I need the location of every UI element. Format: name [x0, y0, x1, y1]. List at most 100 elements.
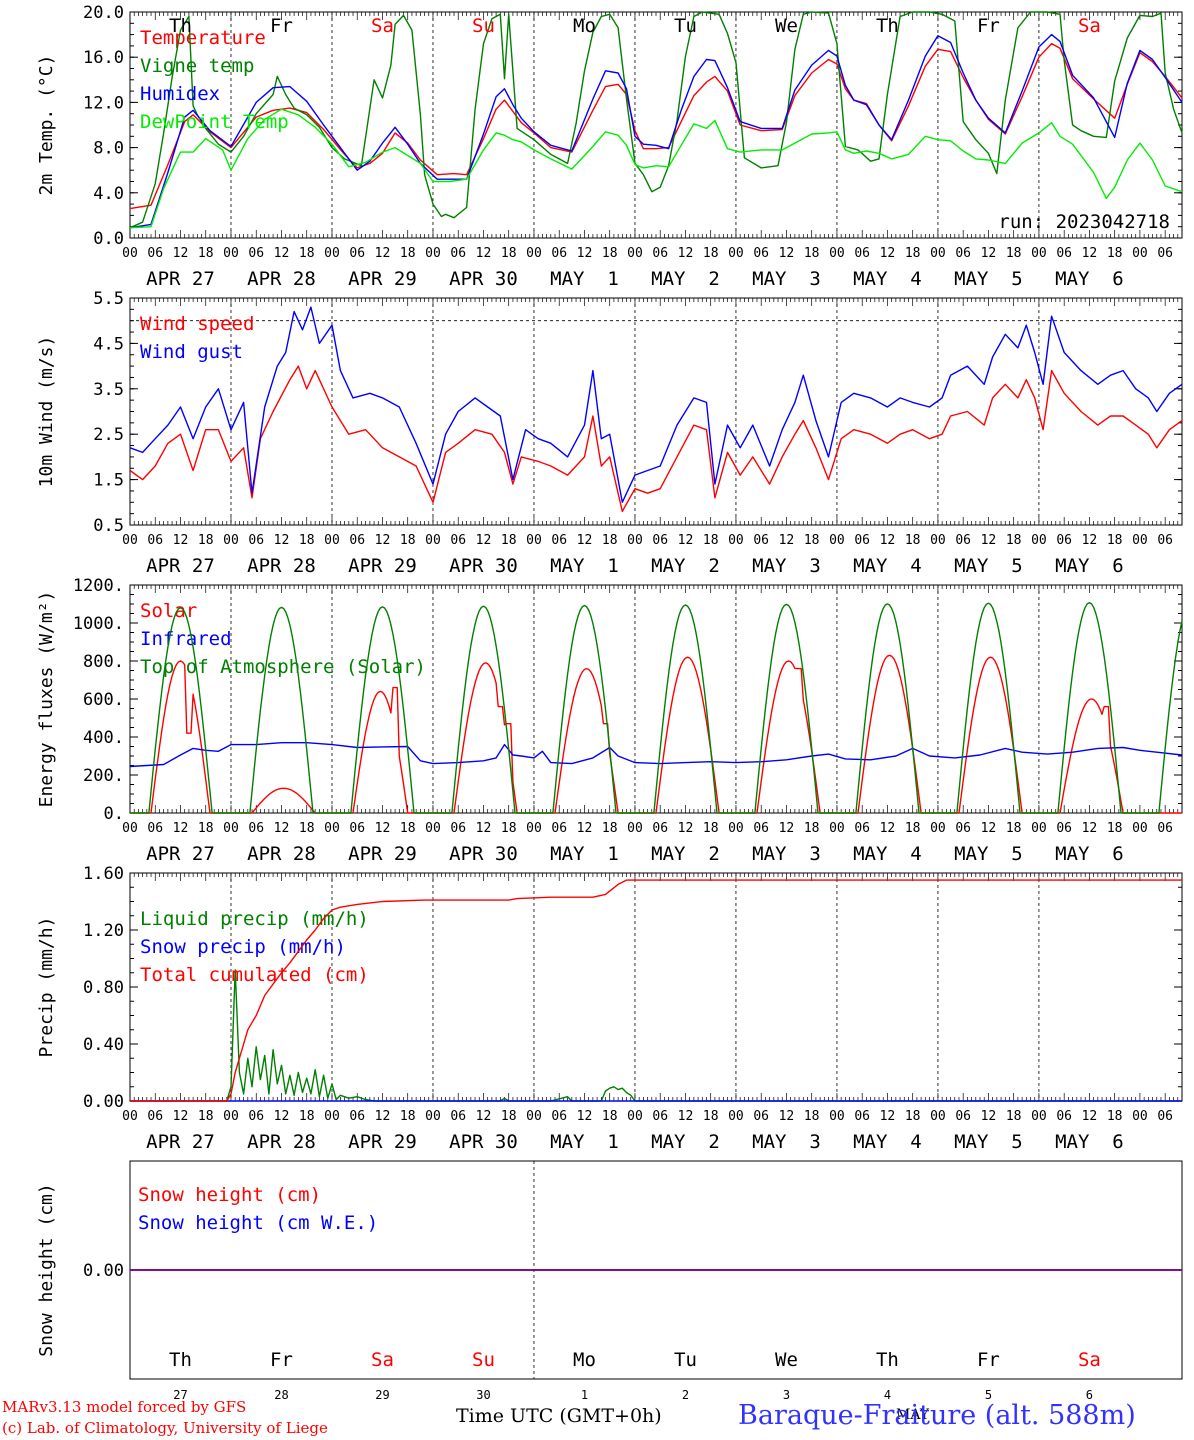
- hour-label: 06: [1056, 821, 1072, 836]
- hour-label: 00: [324, 246, 340, 261]
- legend-label: Wind gust: [140, 341, 243, 363]
- hour-label: 06: [1056, 246, 1072, 261]
- date-label: MAY 6: [1055, 843, 1124, 865]
- hour-label: 18: [1107, 1109, 1123, 1124]
- y-tick-label: 600.: [83, 690, 124, 710]
- hour-label: 00: [526, 246, 542, 261]
- hour-label: 06: [551, 1109, 567, 1124]
- hour-label: 12: [375, 821, 391, 836]
- hour-label: 18: [804, 821, 820, 836]
- hour-label: 12: [1082, 1109, 1098, 1124]
- hour-label: 12: [1082, 533, 1098, 548]
- hour-label: 00: [425, 246, 441, 261]
- y-tick-label: 8.0: [93, 139, 124, 159]
- hour-label: 18: [1107, 246, 1123, 261]
- hour-label: 00: [223, 1109, 239, 1124]
- hour-label: 06: [1157, 533, 1173, 548]
- hour-label: 12: [880, 1109, 896, 1124]
- weekday-label: Fr: [270, 1349, 293, 1371]
- hour-label: 00: [627, 533, 643, 548]
- hour-label: 18: [905, 533, 921, 548]
- hour-label: 12: [476, 821, 492, 836]
- y-tick-label: 0.5: [93, 516, 124, 536]
- series-line: [129, 11, 1183, 229]
- hour-label: 06: [349, 246, 365, 261]
- hour-label: 00: [526, 533, 542, 548]
- legend-label: Vigne temp: [140, 55, 254, 77]
- weekday-label: Tu: [674, 1349, 697, 1371]
- hour-label: 12: [375, 246, 391, 261]
- series-line: [129, 742, 1183, 768]
- hour-label: 12: [678, 1109, 694, 1124]
- hour-label: 06: [652, 1109, 668, 1124]
- hour-label: 12: [274, 1109, 290, 1124]
- hour-label: 06: [955, 1109, 971, 1124]
- hour-label: 12: [173, 246, 189, 261]
- hour-label: 06: [652, 246, 668, 261]
- hour-label: 00: [223, 533, 239, 548]
- hour-label: 06: [450, 246, 466, 261]
- month-under-label: MAY: [896, 1407, 930, 1423]
- hour-label: 06: [248, 533, 264, 548]
- date-label: MAY 1: [550, 555, 619, 577]
- weekday-label: Mo: [573, 1349, 596, 1371]
- date-label: MAY 6: [1055, 555, 1124, 577]
- hour-label: 18: [905, 246, 921, 261]
- hour-label: 18: [1107, 533, 1123, 548]
- hour-label: 00: [1132, 1109, 1148, 1124]
- hour-label: 00: [930, 533, 946, 548]
- date-label: APR 28: [247, 268, 316, 290]
- credit-line-1: MARv3.13 model forced by GFS: [2, 1398, 247, 1416]
- hour-label: 18: [501, 246, 517, 261]
- hour-label: 12: [678, 821, 694, 836]
- hour-label: 18: [198, 1109, 214, 1124]
- legend-label: Infrared: [140, 628, 232, 650]
- day-number: 5: [985, 1388, 992, 1402]
- date-label: APR 30: [449, 1131, 518, 1153]
- date-label: APR 28: [247, 555, 316, 577]
- legend-label: Solar: [140, 600, 197, 622]
- date-label: MAY 2: [651, 268, 720, 290]
- y-axis-title: 10m Wind (m/s): [36, 336, 57, 488]
- y-tick-label: 0.00: [83, 1261, 124, 1281]
- day-number: 28: [274, 1388, 288, 1402]
- hour-label: 00: [1031, 1109, 1047, 1124]
- hour-label: 06: [450, 1109, 466, 1124]
- y-tick-label: 2.5: [93, 425, 124, 445]
- y-tick-label: 200.: [83, 766, 124, 786]
- hour-label: 18: [198, 246, 214, 261]
- date-label: APR 27: [146, 843, 215, 865]
- day-number: 29: [375, 1388, 389, 1402]
- weekday-label: Su: [472, 15, 495, 37]
- hour-label: 00: [930, 246, 946, 261]
- hour-label: 18: [1006, 533, 1022, 548]
- weekday-label: We: [775, 15, 798, 37]
- date-label: APR 27: [146, 268, 215, 290]
- legend-label: Humidex: [140, 83, 220, 105]
- legend-label: Liquid precip (mm/h): [140, 908, 369, 930]
- hour-label: 06: [854, 533, 870, 548]
- hour-label: 00: [728, 246, 744, 261]
- hour-label: 12: [476, 533, 492, 548]
- y-axis-title: Precip (mm/h): [36, 917, 57, 1058]
- y-tick-label: 1.60: [83, 864, 124, 884]
- day-number: 4: [884, 1388, 891, 1402]
- hour-label: 12: [173, 533, 189, 548]
- legend-label: Snow height (cm W.E.): [138, 1212, 378, 1234]
- legend-label: Snow precip (mm/h): [140, 936, 346, 958]
- weekday-label: Mo: [573, 15, 596, 37]
- hour-label: 06: [248, 246, 264, 261]
- legend-label: DewPoint Temp: [140, 111, 289, 133]
- hour-label: 06: [1056, 1109, 1072, 1124]
- credit-line-2: (c) Lab. of Climatology, University of L…: [2, 1419, 328, 1437]
- date-label: APR 29: [348, 843, 417, 865]
- hour-label: 12: [1082, 246, 1098, 261]
- hour-label: 18: [400, 1109, 416, 1124]
- hour-label: 18: [804, 1109, 820, 1124]
- series-line: [130, 654, 1182, 814]
- hour-label: 00: [425, 533, 441, 548]
- hour-label: 12: [274, 821, 290, 836]
- date-label: MAY 1: [550, 268, 619, 290]
- series-line: [129, 306, 1183, 503]
- hour-label: 06: [248, 1109, 264, 1124]
